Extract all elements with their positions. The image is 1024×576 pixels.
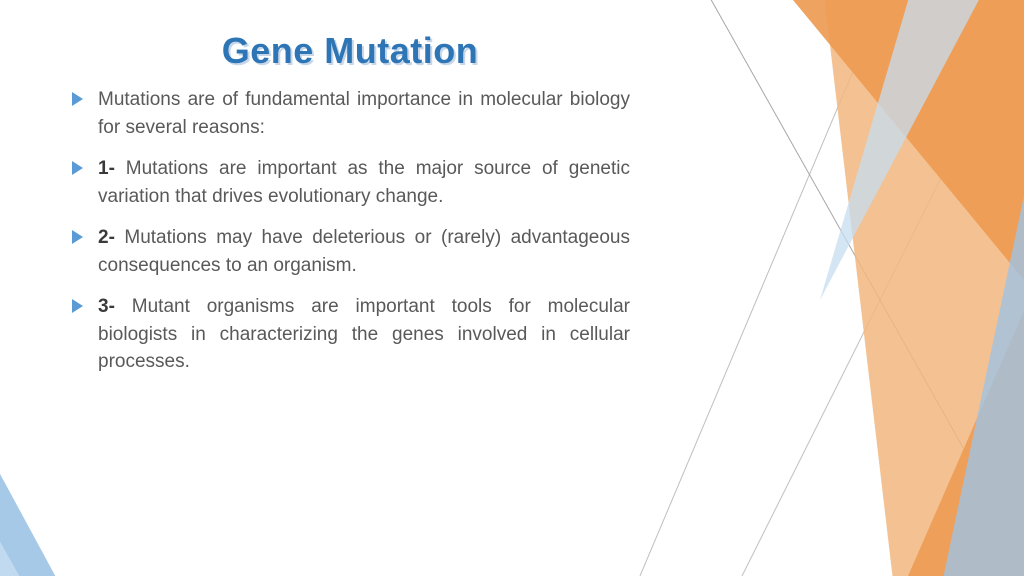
bullet-text: Mutant organisms are important tools for… — [98, 296, 630, 372]
bullet-text: Mutations are of fundamental importance … — [98, 89, 630, 138]
bullet-text: Mutations may have deleterious or (rarel… — [98, 227, 630, 276]
bullet-item: 2- Mutations may have deleterious or (ra… — [70, 224, 630, 279]
bullet-lead: 3- — [98, 296, 115, 317]
slide: Gene Mutation Mutations are of fundament… — [0, 0, 1024, 576]
bullet-item: 1- Mutations are important as the major … — [70, 155, 630, 210]
bullet-item: 3- Mutant organisms are important tools … — [70, 293, 630, 376]
bullet-lead: 2- — [98, 227, 115, 248]
bullet-lead: 1- — [98, 158, 115, 179]
content-area: Gene Mutation Mutations are of fundament… — [70, 30, 630, 390]
slide-title: Gene Mutation — [70, 30, 630, 72]
bullet-text: Mutations are important as the major sou… — [98, 158, 630, 207]
bullet-item: Mutations are of fundamental importance … — [70, 86, 630, 141]
bullet-list: Mutations are of fundamental importance … — [70, 86, 630, 376]
